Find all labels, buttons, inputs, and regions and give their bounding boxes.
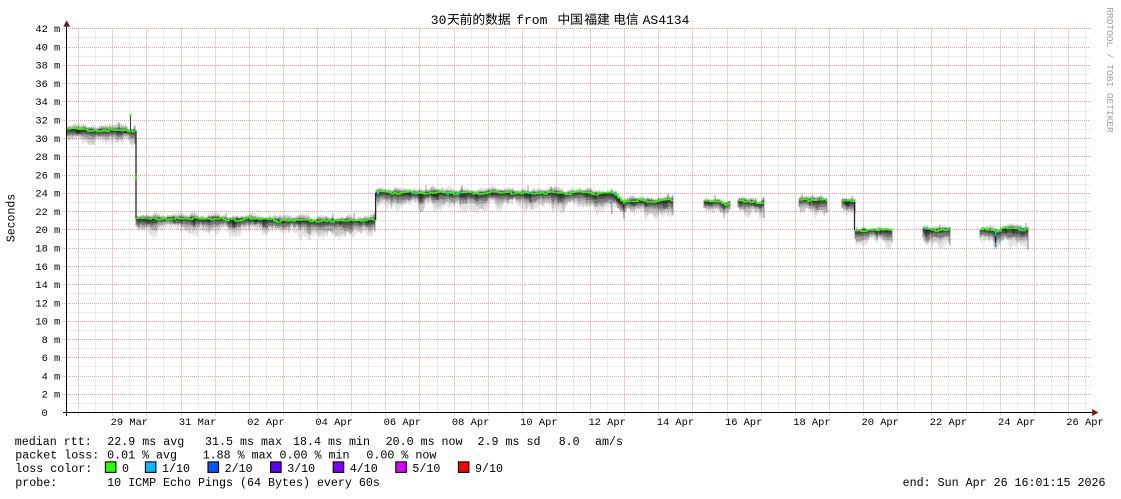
svg-text:0: 0 — [42, 408, 48, 420]
svg-text:6 m: 6 m — [42, 353, 61, 365]
svg-text:Seconds: Seconds — [6, 194, 19, 242]
svg-text:36 m: 36 m — [35, 79, 60, 91]
svg-text:RRDTOOL / TOBI OETIKER: RRDTOOL / TOBI OETIKER — [1104, 7, 1115, 133]
svg-text:from: from — [516, 13, 547, 28]
svg-text:20 m: 20 m — [35, 225, 60, 237]
svg-text:32 m: 32 m — [35, 116, 60, 128]
svg-text:18 Apr: 18 Apr — [793, 417, 830, 429]
svg-text:10 ICMP Echo Pings (64 Bytes): 10 ICMP Echo Pings (64 Bytes) every 60s — [107, 476, 380, 490]
svg-text:14 Apr: 14 Apr — [657, 417, 694, 429]
svg-text:26 m: 26 m — [35, 170, 60, 182]
svg-text:22.9 ms avg: 22.9 ms avg — [107, 435, 184, 449]
svg-text:28 m: 28 m — [35, 152, 60, 164]
svg-text:1.88 % max: 1.88 % max — [203, 449, 273, 463]
svg-text:0: 0 — [122, 462, 129, 476]
svg-text:31.5 ms max: 31.5 ms max — [205, 435, 282, 449]
svg-text:12 m: 12 m — [35, 298, 60, 310]
svg-text:12 Apr: 12 Apr — [588, 417, 625, 429]
svg-text:3/10: 3/10 — [287, 462, 315, 476]
svg-text:26 Apr: 26 Apr — [1066, 417, 1103, 429]
svg-text:04 Apr: 04 Apr — [315, 417, 352, 429]
svg-text:14 m: 14 m — [35, 280, 60, 292]
svg-text:loss color:: loss color: — [15, 462, 92, 476]
svg-text:02 Apr: 02 Apr — [247, 417, 284, 429]
svg-text:4 m: 4 m — [42, 371, 61, 383]
svg-text:0.00 % min: 0.00 % min — [280, 449, 350, 463]
svg-text:34 m: 34 m — [35, 97, 60, 109]
svg-text:9/10: 9/10 — [475, 462, 503, 476]
svg-text:20 Apr: 20 Apr — [861, 417, 898, 429]
svg-text:24 Apr: 24 Apr — [998, 417, 1035, 429]
svg-text:8 m: 8 m — [42, 335, 61, 347]
svg-text:10 m: 10 m — [35, 317, 60, 329]
svg-text:2 m: 2 m — [42, 390, 61, 402]
svg-text:0.01 % avg: 0.01 % avg — [107, 449, 177, 463]
svg-text:20.0 ms now: 20.0 ms now — [386, 435, 463, 449]
svg-text:1/10: 1/10 — [162, 462, 190, 476]
svg-text:40 m: 40 m — [35, 42, 60, 54]
svg-text:06 Apr: 06 Apr — [384, 417, 421, 429]
svg-text:AS4134: AS4134 — [643, 13, 690, 28]
svg-text:30: 30 — [431, 13, 447, 28]
svg-text:2/10: 2/10 — [225, 462, 253, 476]
svg-text:packet loss:: packet loss: — [15, 449, 99, 463]
svg-text:18 m: 18 m — [35, 243, 60, 255]
svg-text:10 Apr: 10 Apr — [520, 417, 557, 429]
svg-text:am/s: am/s — [595, 435, 623, 449]
svg-text:38 m: 38 m — [35, 61, 60, 73]
svg-text:29 Mar: 29 Mar — [111, 417, 148, 429]
svg-text:end: Sun Apr 26 16:01:15 2026: end: Sun Apr 26 16:01:15 2026 — [903, 476, 1106, 490]
svg-text:08 Apr: 08 Apr — [452, 417, 489, 429]
svg-text:5/10: 5/10 — [412, 462, 440, 476]
svg-text:22 m: 22 m — [35, 207, 60, 219]
svg-text:22 Apr: 22 Apr — [930, 417, 967, 429]
svg-text:30 m: 30 m — [35, 134, 60, 146]
svg-text:31 Mar: 31 Mar — [179, 417, 216, 429]
svg-text:24 m: 24 m — [35, 189, 60, 201]
svg-text:8.0: 8.0 — [559, 435, 580, 449]
svg-text:2.9 ms sd: 2.9 ms sd — [478, 435, 541, 449]
svg-text:42 m: 42 m — [35, 24, 60, 36]
svg-text:0.00 % now: 0.00 % now — [366, 449, 436, 463]
svg-text:16 Apr: 16 Apr — [725, 417, 762, 429]
svg-text:18.4 ms min: 18.4 ms min — [293, 435, 370, 449]
svg-text:4/10: 4/10 — [350, 462, 378, 476]
svg-text:16 m: 16 m — [35, 262, 60, 274]
svg-text:median rtt:: median rtt: — [15, 435, 92, 449]
svg-text:probe:: probe: — [15, 476, 57, 490]
